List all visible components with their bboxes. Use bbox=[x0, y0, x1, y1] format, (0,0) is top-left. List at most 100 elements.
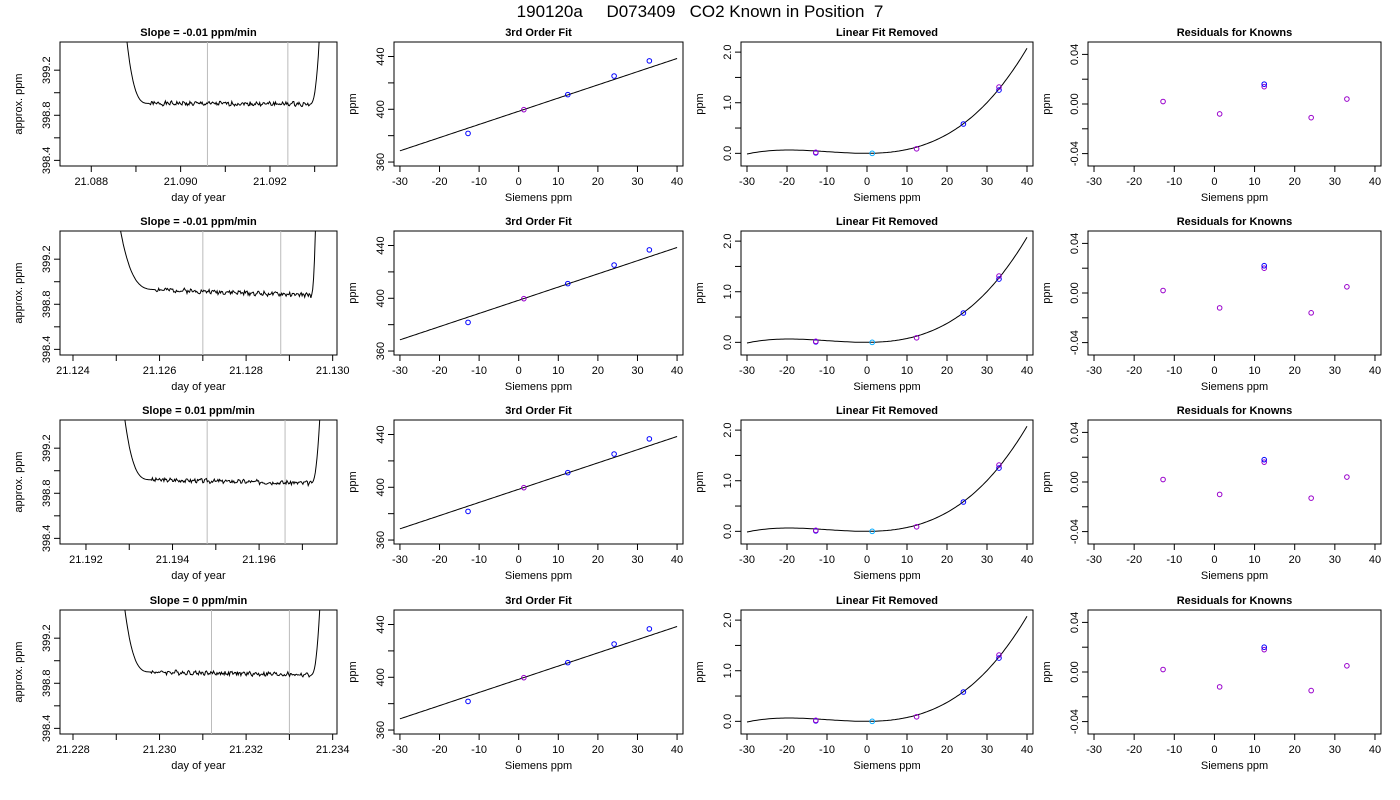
x-tick-label: -10 bbox=[471, 176, 487, 188]
data-point bbox=[996, 276, 1002, 282]
x-tick-label: 30 bbox=[1329, 744, 1341, 756]
x-tick-label: -10 bbox=[819, 176, 835, 188]
x-axis-label: Siemens ppm bbox=[1201, 760, 1268, 772]
x-tick-label: 10 bbox=[552, 176, 564, 188]
plot-frame bbox=[1087, 41, 1382, 167]
panel-title: Linear Fit Removed bbox=[836, 595, 938, 607]
x-tick-label: -30 bbox=[392, 744, 408, 756]
y-tick-label: 399.2 bbox=[41, 624, 53, 652]
y-tick-label: 398.8 bbox=[41, 480, 53, 508]
x-tick-label: 20 bbox=[592, 176, 604, 188]
x-tick-label: 40 bbox=[671, 554, 683, 566]
x-tick-label: 0 bbox=[516, 744, 522, 756]
y-tick-label: 400 bbox=[375, 289, 387, 307]
x-axis-label: Siemens ppm bbox=[505, 192, 572, 204]
y-tick-label: 2.0 bbox=[722, 44, 734, 59]
y-tick-label: 0.04 bbox=[1069, 422, 1081, 443]
data-point bbox=[611, 641, 617, 647]
x-tick-label: 20 bbox=[941, 554, 953, 566]
x-tick-label: 21.228 bbox=[56, 744, 90, 756]
data-point bbox=[996, 273, 1002, 279]
data-point bbox=[996, 87, 1002, 93]
data-point bbox=[960, 499, 967, 505]
data-point bbox=[913, 334, 920, 341]
data-point bbox=[521, 295, 527, 302]
panel-title: Linear Fit Removed bbox=[836, 405, 938, 417]
x-tick-label: 0 bbox=[864, 554, 870, 566]
x-tick-label: -30 bbox=[1086, 176, 1102, 188]
y-tick-label: 0.0 bbox=[722, 335, 734, 350]
data-point bbox=[1261, 83, 1268, 90]
y-tick-label: 360 bbox=[375, 531, 387, 549]
x-tick-label: 0 bbox=[1211, 365, 1217, 377]
x-tick-label: -30 bbox=[392, 176, 408, 188]
y-tick-label: 360 bbox=[375, 342, 387, 360]
plot-area bbox=[746, 237, 1028, 344]
data-point bbox=[813, 149, 819, 156]
y-tick-label: 440 bbox=[375, 425, 387, 443]
x-axis-label: day of year bbox=[171, 760, 226, 772]
x-tick-label: 0 bbox=[516, 554, 522, 566]
data-point bbox=[465, 130, 471, 137]
y-tick-label: 1.0 bbox=[722, 95, 734, 110]
x-tick-label: 21.124 bbox=[56, 365, 90, 377]
y-axis-label: ppm bbox=[694, 471, 706, 492]
data-point bbox=[1308, 687, 1314, 694]
data-point bbox=[564, 659, 571, 666]
x-axis-label: Siemens ppm bbox=[853, 570, 920, 582]
x-tick-label: -10 bbox=[1166, 365, 1182, 377]
y-tick-label: 1.0 bbox=[722, 473, 734, 488]
x-tick-label: -10 bbox=[1166, 176, 1182, 188]
y-tick-label: 440 bbox=[375, 236, 387, 254]
panel-2-1: 3rd Order Fit -30 -20 -10 0 10 20 30 40 360 400 440… bbox=[347, 405, 684, 582]
panel-title: Residuals for Knowns bbox=[1177, 27, 1293, 39]
fit-curve bbox=[399, 626, 678, 720]
data-point bbox=[1308, 114, 1314, 121]
x-tick-label: 21.192 bbox=[69, 554, 103, 566]
x-tick-label: 30 bbox=[981, 176, 993, 188]
panel-title: Residuals for Knowns bbox=[1177, 216, 1293, 228]
x-axis-label: Siemens ppm bbox=[1201, 570, 1268, 582]
data-point bbox=[1216, 111, 1223, 117]
x-axis-label: Siemens ppm bbox=[853, 192, 920, 204]
x-tick-label: -10 bbox=[471, 365, 487, 377]
plot-frame bbox=[1087, 609, 1382, 735]
x-tick-label: -30 bbox=[739, 365, 755, 377]
panel-title: Slope = 0 ppm/min bbox=[150, 595, 248, 607]
data-point bbox=[813, 527, 819, 534]
x-axis-label: Siemens ppm bbox=[1201, 381, 1268, 393]
x-tick-label: 40 bbox=[1369, 744, 1381, 756]
x-tick-label: -10 bbox=[471, 554, 487, 566]
y-tick-label: 1.0 bbox=[722, 663, 734, 678]
x-tick-label: -30 bbox=[392, 554, 408, 566]
data-point bbox=[1344, 663, 1350, 669]
plot-frame bbox=[393, 419, 684, 545]
x-tick-label: 21.232 bbox=[229, 744, 263, 756]
x-tick-label: 30 bbox=[981, 744, 993, 756]
y-tick-label: 440 bbox=[375, 615, 387, 633]
data-point bbox=[1308, 310, 1314, 316]
plot-frame bbox=[393, 41, 684, 167]
panel-0-2: Linear Fit Removed -30 -20 -10 0 10 20 30 40 0.0 1… bbox=[694, 27, 1034, 204]
y-tick-label: 398.4 bbox=[41, 147, 53, 175]
y-axis-label: ppm bbox=[347, 471, 359, 492]
x-tick-label: 30 bbox=[1329, 365, 1341, 377]
concentration-trace bbox=[124, 610, 321, 678]
panel-title: Slope = -0.01 ppm/min bbox=[140, 27, 257, 39]
x-axis-label: day of year bbox=[171, 570, 226, 582]
panel-3-3: Residuals for Knowns -30 -20 -10 0 10 20 30 40 -0… bbox=[1041, 595, 1382, 772]
panel-title: 3rd Order Fit bbox=[505, 405, 572, 417]
y-tick-label: 400 bbox=[375, 668, 387, 686]
x-tick-label: 21.128 bbox=[229, 365, 263, 377]
fit-curve bbox=[746, 48, 1028, 155]
x-tick-label: 0 bbox=[1211, 176, 1217, 188]
y-tick-label: 2.0 bbox=[722, 422, 734, 437]
x-axis-label: day of year bbox=[171, 192, 226, 204]
y-tick-label: -0.04 bbox=[1069, 330, 1081, 355]
x-tick-label: 21.092 bbox=[253, 176, 287, 188]
data-point bbox=[960, 310, 967, 316]
concentration-trace bbox=[124, 420, 321, 488]
x-tick-label: -10 bbox=[471, 744, 487, 756]
panel-title: Linear Fit Removed bbox=[836, 27, 938, 39]
data-point bbox=[1160, 666, 1166, 673]
